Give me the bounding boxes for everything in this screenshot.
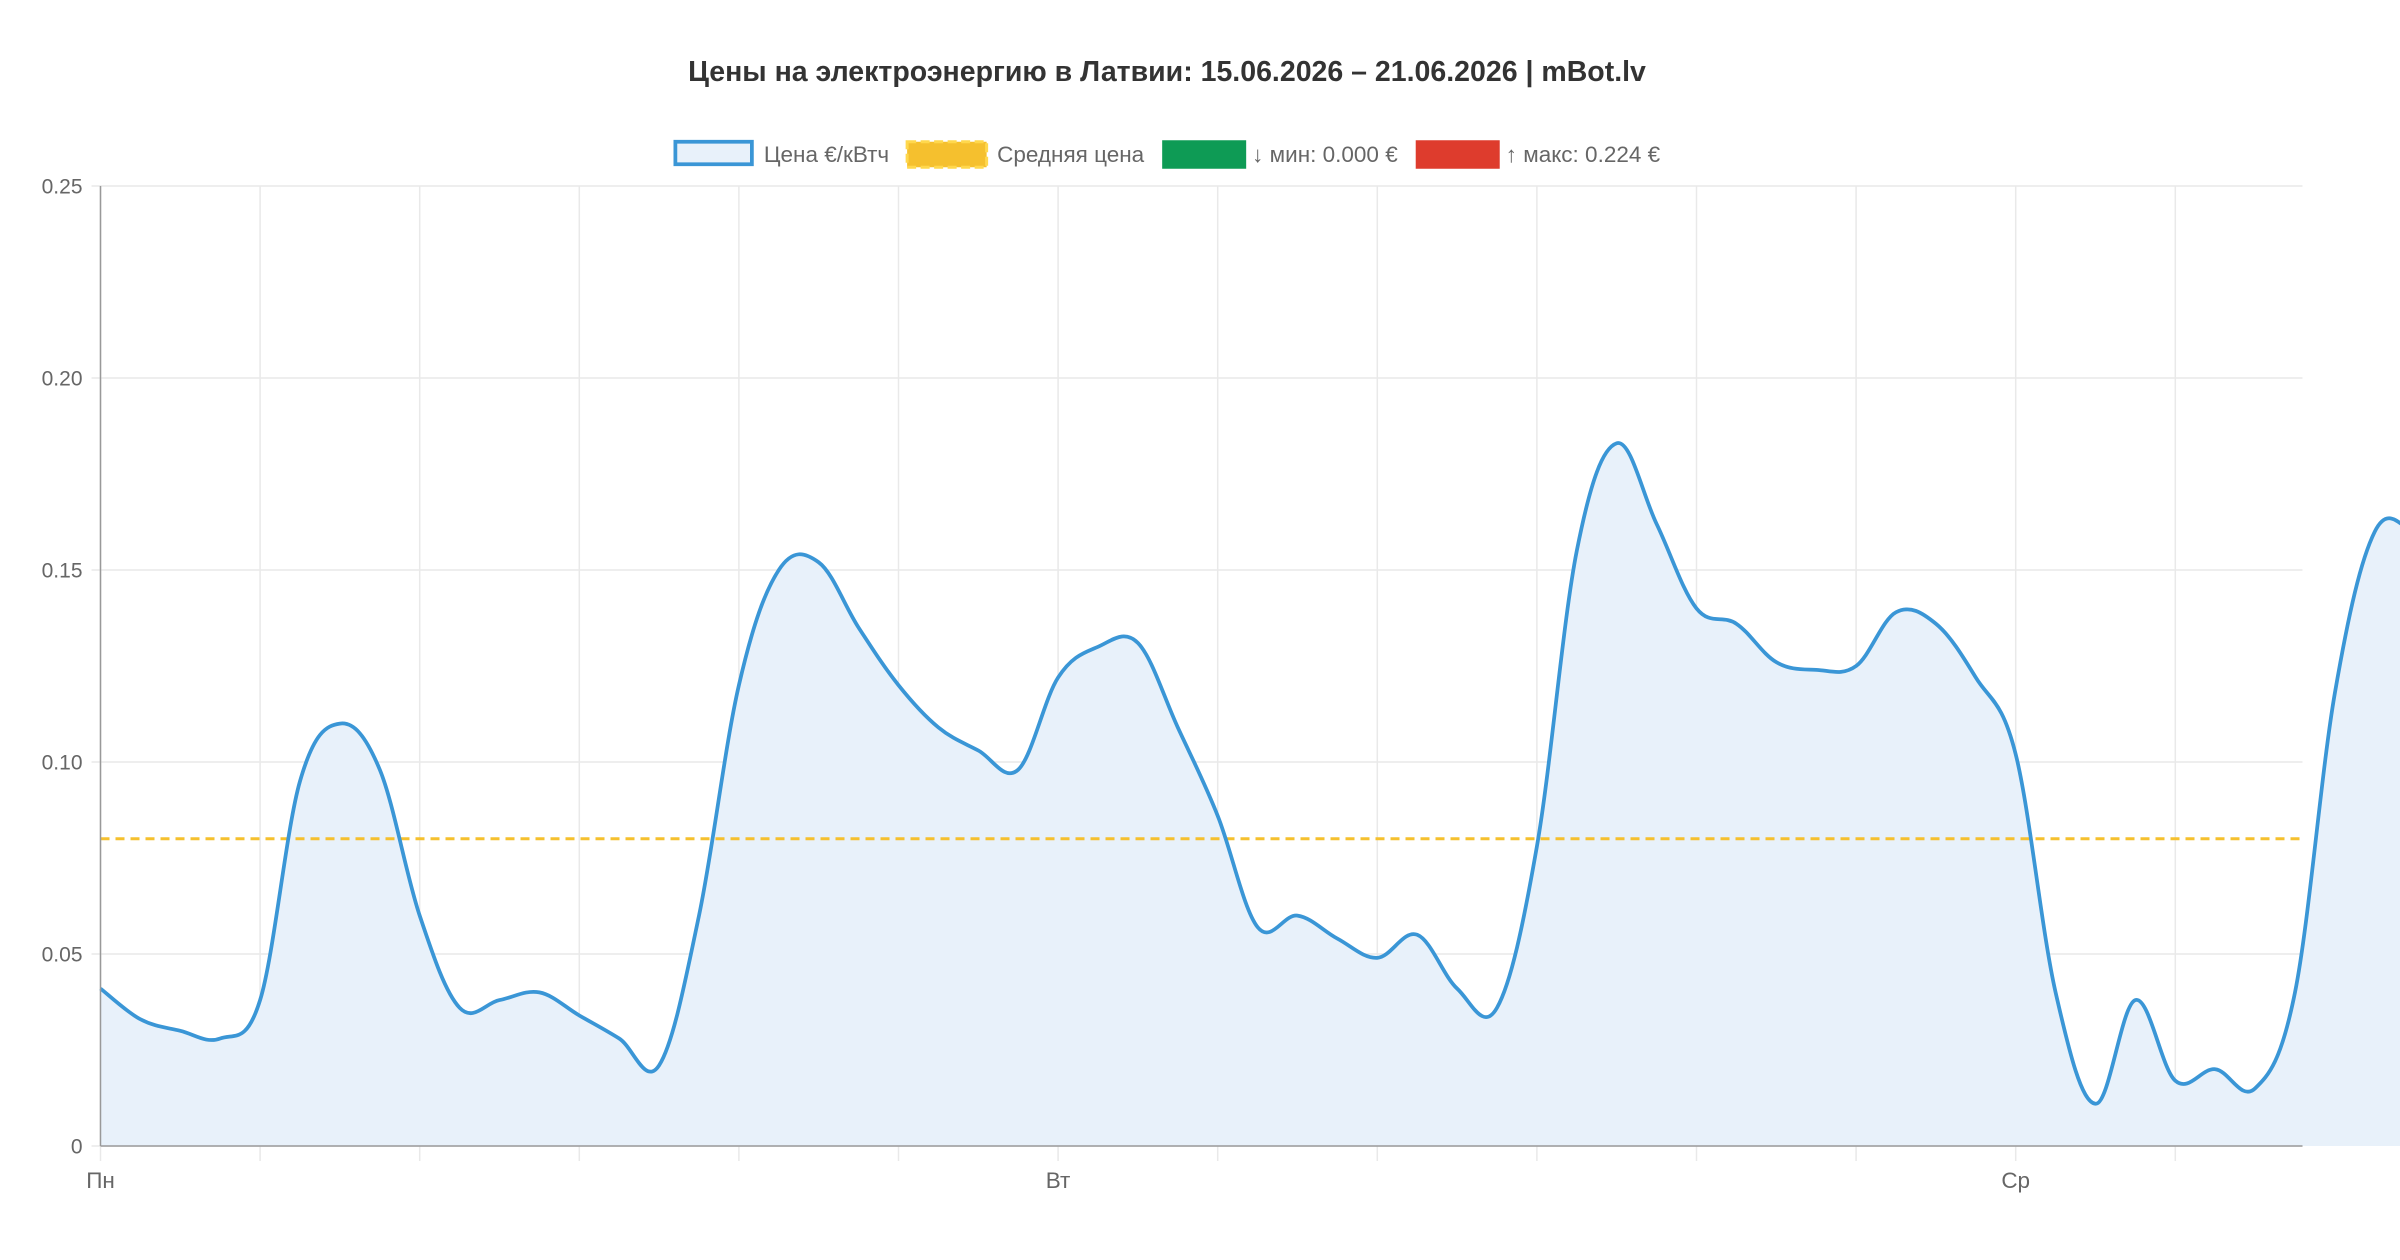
chart-legend[interactable]: Цена €/кВтч Средняя цена ↓ мин: 0.000 € ↑ м… bbox=[673, 139, 1661, 169]
y-tick-label: 0.15 bbox=[42, 560, 83, 583]
price-line bbox=[99, 441, 2400, 1106]
y-tick-label: 0.25 bbox=[42, 176, 83, 199]
legend-label: ↓ мин: 0.000 € bbox=[1252, 142, 1398, 167]
legend-swatch bbox=[673, 139, 754, 167]
y-tick-label: 0 bbox=[71, 1136, 83, 1159]
x-day-label: Пн bbox=[86, 1168, 115, 1193]
y-tick-label: 0.10 bbox=[42, 752, 83, 775]
legend-item[interactable]: ↓ мин: 0.000 € bbox=[1162, 140, 1398, 169]
x-day-label: Ср bbox=[2001, 1168, 2030, 1193]
legend-swatch bbox=[905, 140, 989, 169]
legend-swatch bbox=[1162, 140, 1247, 169]
legend-label: Средняя цена bbox=[997, 142, 1145, 167]
chart-area-layer bbox=[99, 441, 2400, 1146]
legend-item[interactable]: Средняя цена bbox=[905, 140, 1145, 169]
chart-axes: 00.050.100.150.200.25ПнВтСрЧтПтСбВс bbox=[42, 176, 2303, 1193]
legend-swatch bbox=[1415, 140, 1500, 169]
legend-item[interactable]: Цена €/кВтч bbox=[673, 139, 889, 167]
chart-title: Цены на электроэнергию в Латвии: 15.06.2… bbox=[688, 57, 1646, 89]
legend-label: ↑ макс: 0.224 € bbox=[1506, 142, 1661, 167]
legend-item[interactable]: ↑ макс: 0.224 € bbox=[1415, 140, 1661, 169]
y-tick-label: 0.20 bbox=[42, 368, 83, 391]
price-area-fill bbox=[100, 443, 2400, 1146]
x-day-label: Вт bbox=[1046, 1168, 1071, 1193]
legend-label: Цена €/кВтч bbox=[764, 142, 889, 167]
y-tick-label: 0.05 bbox=[42, 944, 83, 967]
